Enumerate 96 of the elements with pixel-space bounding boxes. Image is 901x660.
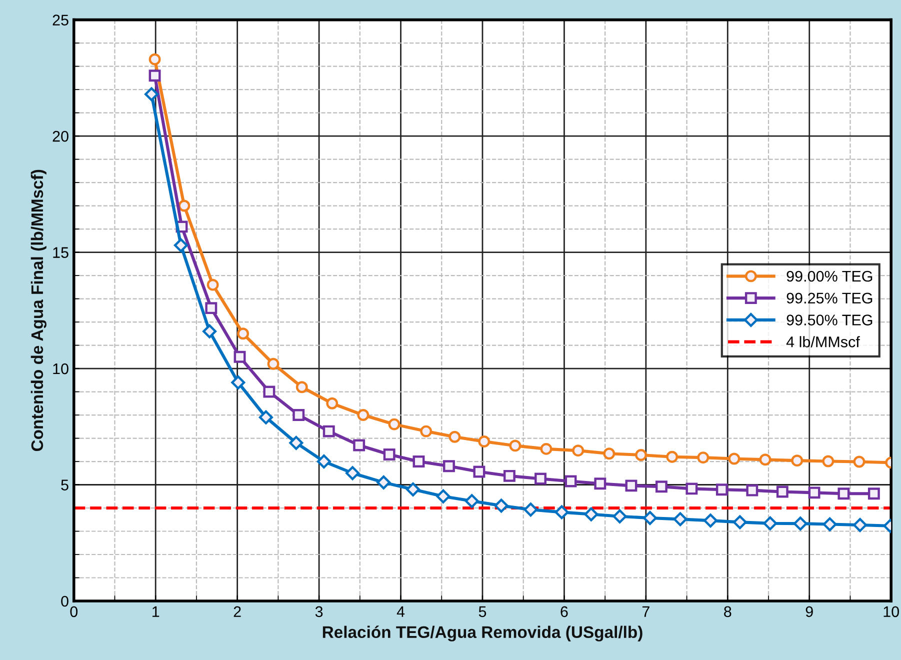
point (316, 454, 331, 469)
point (406, 482, 420, 496)
point (524, 502, 538, 517)
point (603, 448, 616, 460)
point (703, 514, 718, 528)
point (759, 454, 772, 466)
point (174, 238, 188, 252)
point (868, 488, 880, 500)
point (594, 478, 606, 490)
x-tick-label: 1 (152, 606, 160, 617)
x-tick-label: 4 (396, 606, 405, 617)
x-tick-label: 5 (478, 606, 486, 618)
point (793, 516, 808, 531)
point (206, 278, 219, 291)
point (464, 494, 479, 508)
point (584, 507, 598, 522)
point (716, 484, 728, 496)
y-tick-label: 25 (52, 14, 68, 26)
point (822, 517, 837, 532)
point (292, 409, 305, 421)
point (346, 466, 360, 480)
x-tick-label: 8 (724, 606, 732, 618)
point (420, 425, 432, 438)
point (791, 454, 804, 467)
point (148, 53, 161, 66)
point (448, 430, 461, 443)
point (853, 518, 868, 532)
point (534, 472, 546, 485)
point (436, 489, 450, 504)
y-axis-title: Contenido de Agua Final (lb/MMscf) (30, 170, 46, 452)
point (473, 466, 486, 478)
point (643, 511, 658, 526)
point (746, 484, 758, 496)
point (412, 456, 425, 468)
point (509, 440, 522, 452)
point (258, 410, 273, 424)
point (144, 87, 159, 102)
point (267, 358, 280, 370)
point (776, 486, 788, 498)
point (178, 200, 190, 212)
point (808, 486, 820, 499)
point (728, 452, 740, 465)
point (625, 480, 638, 492)
point (202, 324, 217, 338)
point (666, 450, 678, 463)
y-tick-label: 15 (53, 247, 68, 258)
point (572, 444, 584, 457)
point (205, 302, 218, 314)
point (732, 515, 747, 530)
point (388, 418, 400, 430)
point (686, 482, 698, 495)
point (763, 516, 778, 530)
point (322, 425, 335, 438)
x-tick-label: 7 (642, 606, 650, 617)
point (376, 475, 391, 490)
y-tick-label: 5 (61, 480, 68, 490)
point (822, 455, 834, 468)
point (237, 328, 250, 340)
x-tick-label: 10 (884, 606, 899, 618)
x-tick-label: 2 (234, 606, 241, 617)
point (234, 350, 246, 363)
point (263, 386, 276, 398)
y-tick-label: 0 (61, 596, 68, 607)
point (443, 460, 455, 472)
point (296, 381, 308, 394)
y-tick-label: 20 (52, 130, 68, 142)
point (673, 512, 688, 526)
legend-label: 99.00% TEG (786, 270, 872, 282)
point (612, 509, 627, 524)
point (148, 70, 161, 82)
point (231, 375, 246, 390)
y-tick-label: 10 (53, 363, 68, 374)
point (838, 488, 850, 500)
point (383, 448, 396, 461)
point (635, 449, 647, 461)
point (289, 436, 304, 450)
x-tick-label: 9 (806, 606, 813, 618)
point (353, 439, 366, 452)
x-axis-title: Relación TEG/Agua Removida (USgal/lb) (322, 626, 642, 642)
point (326, 397, 338, 410)
point (853, 456, 866, 468)
point (564, 475, 577, 488)
point (540, 442, 552, 455)
x-tick-label: 3 (315, 606, 323, 618)
point (655, 480, 668, 493)
x-tick-label: 6 (560, 606, 568, 618)
point (357, 409, 370, 421)
point (503, 470, 516, 482)
legend-label: 99.50% TEG (786, 314, 872, 326)
point (697, 452, 710, 464)
point (494, 498, 508, 513)
x-tick-label: 0 (70, 606, 78, 618)
point (554, 505, 569, 520)
legend-label: 99.25% TEG (786, 292, 872, 304)
legend-label: 4 lb/MMscf (786, 336, 860, 348)
point (478, 436, 490, 448)
